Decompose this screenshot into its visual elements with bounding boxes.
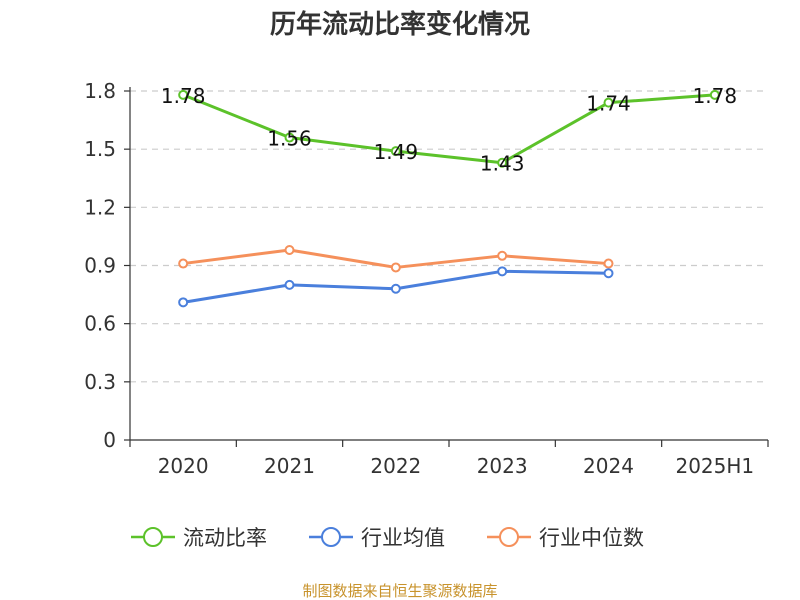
chart-title: 历年流动比率变化情况 [270, 9, 530, 40]
data-label: 1.78 [693, 84, 738, 108]
data-point[interactable] [390, 146, 401, 157]
legend-swatch-marker [143, 527, 163, 547]
grid-lines [130, 90, 768, 383]
x-tick-label: 2022 [370, 454, 421, 478]
data-label: 1.78 [161, 84, 206, 108]
data-point[interactable] [178, 258, 189, 269]
data-labels: 1.78 1.56 1.49 1.43 1.74 1.78 [161, 84, 737, 176]
data-point[interactable] [603, 258, 614, 269]
x-tick-label: 2023 [477, 454, 528, 478]
legend-item[interactable]: 行业中位数 [487, 526, 644, 550]
legend-swatch-marker [321, 527, 341, 547]
legend-item[interactable]: 流动比率 [131, 526, 267, 550]
data-point[interactable] [390, 262, 401, 273]
y-tick-label: 1.8 [84, 79, 116, 103]
data-point[interactable] [284, 132, 295, 143]
data-label: 1.43 [480, 152, 525, 176]
data-point[interactable] [284, 244, 295, 255]
data-point[interactable] [603, 97, 614, 108]
source-note: 制图数据来自恒生聚源数据库 [302, 582, 497, 600]
data-point[interactable] [284, 279, 295, 290]
series-lines [178, 89, 720, 308]
data-label: 1.74 [586, 92, 631, 116]
x-tick-label: 2020 [158, 454, 209, 478]
data-point[interactable] [178, 89, 189, 100]
data-point[interactable] [497, 250, 508, 261]
y-tick-label: 1.5 [84, 137, 116, 161]
data-point[interactable] [178, 297, 189, 308]
data-point[interactable] [603, 268, 614, 279]
y-tick-label: 0.9 [84, 254, 116, 278]
series-line [181, 93, 717, 165]
data-point[interactable] [390, 283, 401, 294]
y-tick-label: 0 [103, 428, 116, 452]
y-tick-label: 0.3 [84, 370, 116, 394]
data-label: 1.49 [374, 140, 419, 164]
legend-item[interactable]: 行业均值 [309, 526, 445, 550]
x-tick-label: 2021 [264, 454, 315, 478]
data-point[interactable] [497, 157, 508, 168]
legend-label: 流动比率 [183, 526, 267, 550]
legend[interactable]: 流动比率 行业均值 行业中位数 [131, 526, 644, 550]
legend-label: 行业中位数 [539, 526, 644, 550]
data-point[interactable] [497, 266, 508, 277]
y-tick-label: 0.6 [84, 312, 116, 336]
x-tick-label: 2024 [583, 454, 634, 478]
axes: 0 0.3 0.6 0.9 1.2 1.5 1.8 2020 2021 2022 2023 2024 2… [84, 79, 769, 478]
x-tick-label: 2025H1 [675, 454, 754, 478]
legend-swatch-marker [499, 527, 519, 547]
legend-label: 行业均值 [361, 526, 445, 550]
data-point[interactable] [709, 89, 720, 100]
data-label: 1.56 [267, 127, 312, 151]
y-tick-label: 1.2 [84, 195, 116, 219]
